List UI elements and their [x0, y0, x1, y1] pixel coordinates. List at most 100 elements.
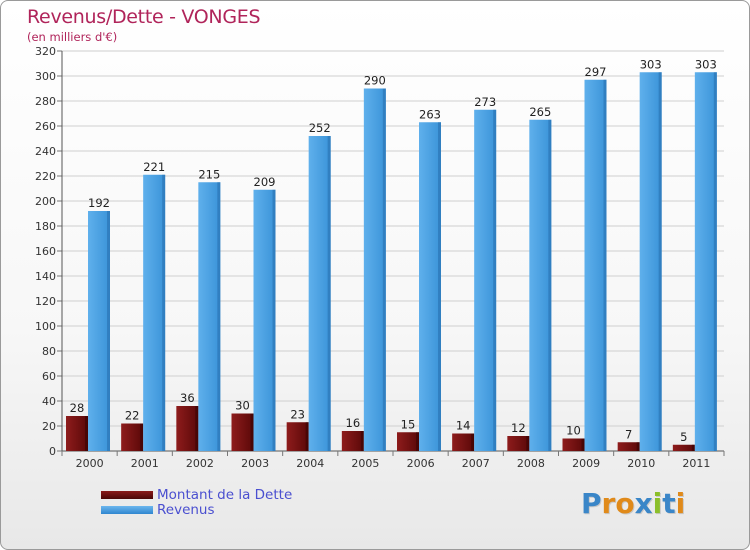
bar-revenus	[88, 211, 110, 451]
bar-dette-shade	[526, 436, 530, 451]
data-label: 14	[456, 419, 471, 433]
bar-dette	[617, 442, 640, 451]
y-tick-label: 60	[42, 370, 56, 383]
x-tick-label: 2008	[517, 457, 545, 470]
bar-dette-shade	[305, 422, 309, 451]
bar-revenus-shade	[217, 182, 221, 451]
data-label: 23	[290, 407, 305, 421]
bar-dette-shade	[636, 442, 640, 451]
logo-letter: i	[675, 487, 686, 520]
x-tick-label: 2004	[296, 457, 324, 470]
bar-dette-shade	[140, 423, 144, 451]
bar-dette-shade	[195, 406, 199, 451]
x-tick-label: 2006	[407, 457, 435, 470]
bar-revenus	[253, 189, 276, 451]
bar-dette	[452, 433, 475, 451]
bar-revenus-shade	[382, 88, 386, 451]
data-label: 28	[70, 401, 85, 415]
bar-dette	[176, 406, 199, 451]
data-label: 16	[346, 416, 361, 430]
y-tick-label: 100	[35, 320, 56, 333]
bar-revenus	[694, 72, 717, 451]
x-tick-label: 2007	[462, 457, 490, 470]
y-tick-label: 120	[35, 295, 56, 308]
bar-revenus-shade	[548, 119, 552, 451]
bar-revenus-shade	[438, 122, 441, 451]
data-label: 273	[474, 95, 496, 109]
bar-dette-shade	[691, 444, 695, 451]
bar-dette	[66, 416, 88, 451]
y-tick-label: 200	[35, 195, 56, 208]
bar-dette	[286, 422, 309, 451]
y-tick-label: 220	[35, 170, 56, 183]
bar-dette	[672, 444, 695, 451]
bar-revenus	[639, 72, 662, 451]
bar-dette	[397, 432, 419, 451]
bar-revenus-shade	[272, 189, 276, 451]
y-tick-label: 320	[35, 45, 56, 58]
y-tick-label: 140	[35, 270, 56, 283]
y-tick-label: 80	[42, 345, 56, 358]
data-label: 10	[566, 424, 581, 438]
logo-letter: r	[601, 487, 616, 520]
bar-dette-shade	[250, 413, 254, 451]
bar-dette-shade	[360, 431, 364, 451]
chart-subtitle: (en milliers d'€)	[27, 30, 118, 44]
bar-revenus	[198, 182, 221, 451]
legend-swatch-revenus	[101, 506, 153, 514]
x-tick-label: 2011	[682, 457, 710, 470]
bar-revenus	[419, 122, 441, 451]
x-tick-label: 2009	[572, 457, 600, 470]
chart-title: Revenus/Dette - VONGES	[27, 6, 261, 28]
legend-label-revenus: Revenus	[157, 502, 215, 518]
data-label: 30	[235, 399, 250, 413]
bar-revenus	[143, 174, 166, 451]
y-tick-label: 0	[49, 445, 56, 458]
bar-dette-shade	[581, 438, 585, 451]
bar-revenus	[529, 119, 552, 451]
bar-dette	[121, 423, 144, 451]
data-label: 12	[511, 421, 526, 435]
bar-revenus-shade	[713, 72, 717, 451]
bar-revenus-shade	[107, 211, 110, 451]
x-tick-label: 2002	[186, 457, 214, 470]
bar-dette	[507, 436, 530, 451]
x-tick-label: 2000	[76, 457, 104, 470]
logo-letter: i	[652, 487, 663, 520]
data-label: 5	[680, 430, 687, 444]
x-tick-label: 2005	[351, 457, 379, 470]
data-label: 22	[125, 409, 140, 423]
y-tick-label: 20	[42, 420, 56, 433]
bar-dette-shade	[471, 433, 475, 451]
bar-dette-shade	[85, 416, 88, 451]
bar-revenus	[363, 88, 386, 451]
bar-revenus	[584, 79, 607, 451]
bar-dette	[562, 438, 585, 451]
y-tick-label: 300	[35, 70, 56, 83]
data-label: 192	[88, 196, 110, 210]
logo-letter: P	[581, 487, 602, 520]
logo-letter: o	[615, 487, 635, 520]
data-label: 36	[180, 391, 195, 405]
y-tick-label: 160	[35, 245, 56, 258]
bar-revenus-shade	[327, 136, 331, 451]
x-tick-label: 2010	[627, 457, 655, 470]
y-tick-label: 280	[35, 95, 56, 108]
y-tick-label: 40	[42, 395, 56, 408]
legend-swatch-dette	[101, 491, 153, 499]
x-tick-label: 2003	[241, 457, 269, 470]
x-tick-label: 2001	[131, 457, 159, 470]
bar-dette	[231, 413, 254, 451]
proxiti-logo: Proxiti	[581, 487, 685, 520]
data-label: 215	[198, 167, 220, 181]
data-label: 209	[254, 175, 276, 189]
data-label: 265	[529, 105, 551, 119]
data-label: 263	[419, 107, 441, 121]
y-tick-label: 180	[35, 220, 56, 233]
bar-revenus-shade	[603, 79, 607, 451]
bar-revenus-shade	[493, 109, 497, 451]
logo-letter: x	[634, 487, 653, 520]
legend-label-dette: Montant de la Dette	[157, 487, 293, 503]
